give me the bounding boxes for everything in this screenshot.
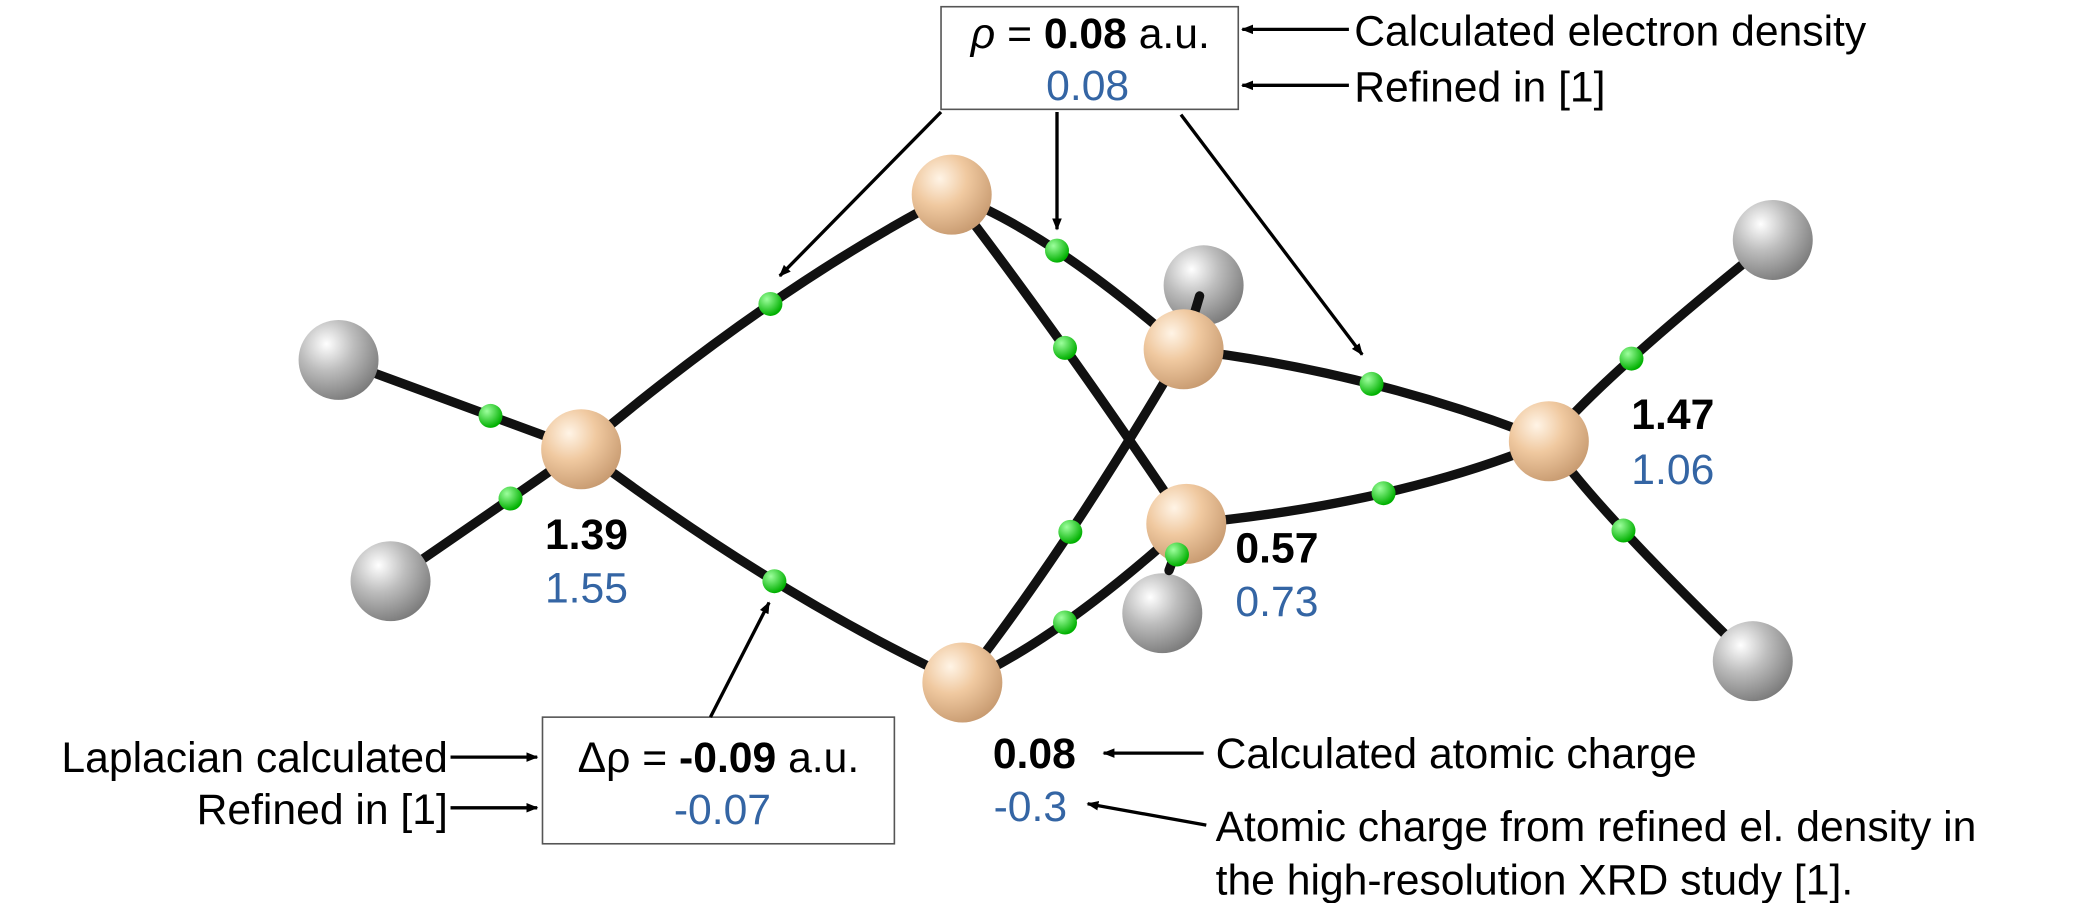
critical-point: [1045, 239, 1069, 263]
ligand-atom: [299, 320, 379, 400]
charge-note: Atomic charge from refined el. density i…: [1216, 803, 1977, 851]
charge-calculated: 0.57: [1235, 525, 1318, 573]
diagram: ρ = 0.08 a.u. 0.08 Calculated electron d…: [0, 0, 2090, 903]
ligand-atom: [1713, 621, 1793, 701]
critical-point: [1165, 543, 1189, 567]
rho-line: ρ = 0.08 a.u.: [969, 10, 1210, 58]
critical-point: [1611, 519, 1635, 543]
molecule: [299, 155, 1813, 723]
charge-refined: 1.55: [545, 565, 628, 613]
bond: [1186, 441, 1549, 524]
critical-point: [499, 487, 523, 511]
charge-refined: -0.3: [994, 783, 1067, 831]
ligand-atom: [1122, 573, 1202, 653]
rho-refined: 0.08: [1046, 62, 1129, 110]
laplacian-refined: -0.07: [674, 786, 771, 834]
laplacian-note: Refined in [1]: [197, 786, 448, 834]
rho-note: Refined in [1]: [1354, 63, 1605, 111]
critical-point: [1053, 336, 1077, 360]
charge-note: the high-resolution XRD study [1].: [1216, 856, 1854, 903]
laplacian-note: Laplacian calculated: [61, 734, 447, 782]
bond: [581, 195, 952, 450]
metal-atom: [541, 409, 621, 489]
metal-atom: [1509, 401, 1589, 481]
charge-refined: 1.06: [1631, 446, 1714, 494]
metal-atom: [912, 155, 992, 235]
metal-atom: [922, 643, 1002, 723]
pointer: [1088, 804, 1207, 825]
charge-calculated: 1.47: [1631, 391, 1714, 439]
charge-calculated: 0.08: [993, 730, 1076, 778]
laplacian-symbol: Δρ: [578, 734, 631, 782]
critical-point: [1372, 481, 1396, 505]
ligand-atom: [351, 541, 431, 621]
page: ρ = 0.08 a.u. 0.08 Calculated electron d…: [0, 0, 2090, 903]
critical-point: [1058, 520, 1082, 544]
bond: [952, 195, 1184, 350]
bond: [1184, 349, 1549, 441]
pointer: [710, 603, 769, 718]
ligand-atom: [1733, 200, 1813, 280]
critical-point: [1360, 372, 1384, 396]
rho-equals: =: [1007, 10, 1032, 58]
charge-refined: 0.73: [1235, 578, 1318, 626]
bond: [581, 449, 962, 682]
critical-point: [762, 569, 786, 593]
charge-calculated: 1.39: [545, 511, 628, 559]
charge-note: Calculated atomic charge: [1216, 730, 1697, 778]
rho-symbol: ρ: [969, 10, 995, 58]
laplacian-unit: a.u.: [788, 734, 859, 782]
critical-point: [758, 292, 782, 316]
critical-point: [479, 404, 503, 428]
laplacian-equals: =: [642, 734, 667, 782]
critical-point: [1619, 347, 1643, 371]
laplacian-value: -0.09: [679, 734, 776, 782]
rho-note: Calculated electron density: [1354, 7, 1867, 55]
laplacian-line: Δρ = -0.09 a.u.: [578, 734, 860, 782]
metal-atom: [1144, 309, 1224, 389]
critical-point: [1053, 611, 1077, 635]
rho-unit: a.u.: [1139, 10, 1210, 58]
rho-value: 0.08: [1044, 10, 1127, 58]
